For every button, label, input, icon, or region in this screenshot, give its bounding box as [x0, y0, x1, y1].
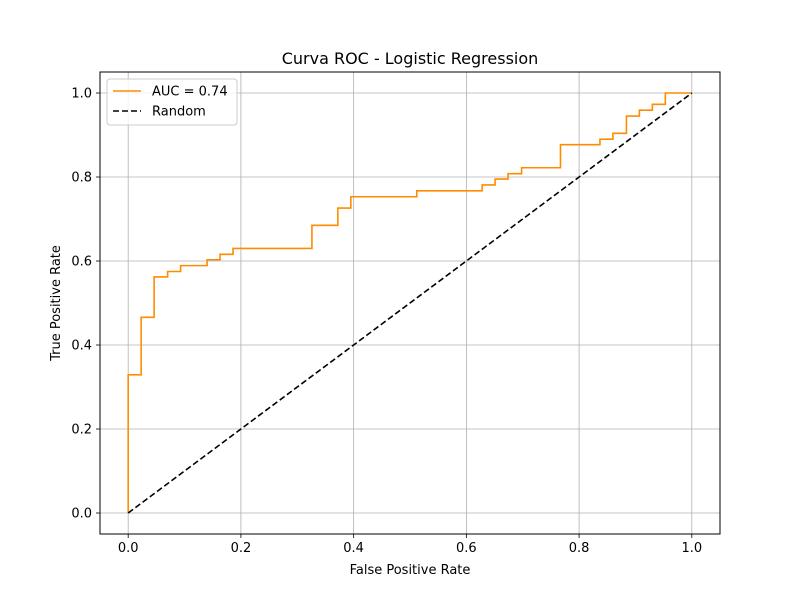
axis-ticks: 0.0 0.2 0.4 0.6 0.8 1.0 0.0 0.2 0.4 0.6 0.8 1.0 [71, 87, 702, 557]
y-tick-label: 0.2 [71, 423, 92, 438]
x-tick-label: 0.8 [569, 541, 590, 556]
x-tick-label: 0.4 [343, 541, 364, 556]
x-tick-label: 0.2 [231, 541, 252, 556]
grid-lines [100, 72, 720, 534]
y-axis-label: True Positive Rate [49, 245, 64, 362]
chart-title: Curva ROC - Logistic Regression [282, 49, 539, 68]
y-tick-label: 0.8 [71, 171, 92, 186]
y-tick-label: 0.0 [71, 507, 92, 522]
roc-curve-line [127, 92, 692, 513]
axes-frame [99, 71, 721, 535]
y-tick-label: 0.6 [71, 255, 92, 270]
x-tick-label: 1.0 [681, 541, 702, 556]
random-baseline-line [127, 92, 693, 514]
y-tick-label: 1.0 [71, 87, 92, 102]
y-tick-label: 0.4 [71, 339, 92, 354]
series-lines [127, 92, 693, 514]
x-tick-label: 0.0 [118, 541, 139, 556]
legend-label: AUC = 0.74 [152, 85, 228, 100]
x-axis-label: False Positive Rate [350, 563, 471, 578]
x-tick-label: 0.6 [456, 541, 477, 556]
legend-entries: AUC = 0.74 Random [113, 85, 228, 120]
legend: AUC = 0.74 Random [106, 78, 238, 126]
legend-label: Random [152, 105, 206, 120]
